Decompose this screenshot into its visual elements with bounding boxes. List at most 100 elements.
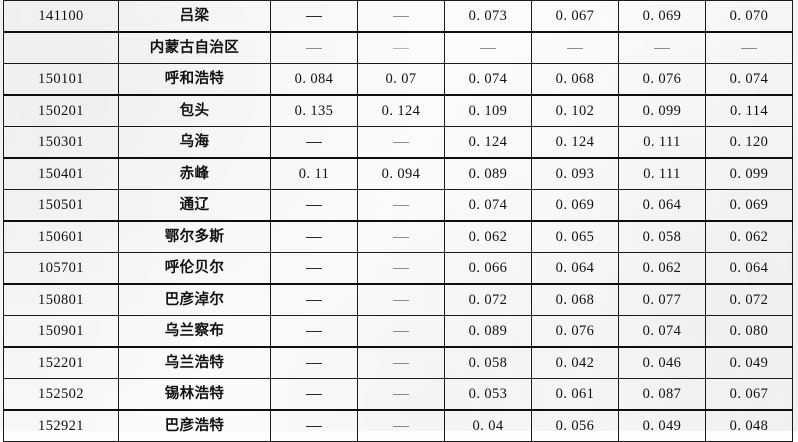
cell-value-empty	[618, 31, 706, 64]
em-dash-glyph	[480, 47, 496, 49]
cell-value: 0. 11	[270, 157, 358, 190]
cell-value: 0. 065	[531, 220, 619, 253]
cell-value-empty	[270, 315, 358, 348]
em-dash-glyph	[306, 393, 322, 395]
cell-value: 0. 135	[270, 94, 358, 127]
cell-value-empty	[705, 31, 793, 64]
cell-value: 0. 094	[357, 157, 445, 190]
cell-value: 0. 089	[444, 157, 532, 190]
cell-region-name: 赤峰	[118, 157, 271, 190]
cell-value-empty	[357, 378, 445, 411]
cell-value-empty	[357, 220, 445, 253]
em-dash-glyph	[393, 393, 409, 395]
cell-value-empty	[357, 315, 445, 348]
cell-value-empty	[357, 189, 445, 222]
table-row: 141100 吕梁 0. 073 0. 067 0. 069 0. 070	[3, 0, 793, 33]
table-row: 150901 乌兰察布 0. 089 0. 076 0. 074 0. 080	[3, 315, 793, 348]
cell-region-code	[3, 31, 119, 64]
cell-region-code: 152502	[3, 378, 119, 411]
cell-value: 0. 068	[531, 283, 619, 316]
cell-region-name: 鄂尔多斯	[118, 220, 271, 253]
cell-value: 0. 058	[618, 220, 706, 253]
cell-value-empty	[357, 409, 445, 442]
cell-value: 0. 058	[444, 346, 532, 379]
em-dash-glyph	[393, 330, 409, 332]
em-dash-glyph	[306, 141, 322, 143]
cell-region-name: 乌兰浩特	[118, 346, 271, 379]
cell-value: 0. 046	[618, 346, 706, 379]
cell-region-code: 150501	[3, 189, 119, 222]
cell-region-code: 150101	[3, 63, 119, 96]
cell-value: 0. 068	[531, 63, 619, 96]
em-dash-glyph	[393, 47, 409, 49]
cell-region-name: 呼和浩特	[118, 63, 271, 96]
cell-value: 0. 073	[444, 0, 532, 33]
cell-value: 0. 067	[705, 378, 793, 411]
table-row: 152502 锡林浩特 0. 053 0. 061 0. 087 0. 067	[3, 378, 793, 411]
cell-value: 0. 049	[705, 346, 793, 379]
cell-value: 0. 074	[618, 315, 706, 348]
cell-value-empty	[270, 220, 358, 253]
cell-value: 0. 062	[705, 220, 793, 253]
table-row: 150801 巴彦淖尔 0. 072 0. 068 0. 077 0. 072	[3, 283, 793, 316]
em-dash-glyph	[306, 330, 322, 332]
table-body: 141100 吕梁 0. 073 0. 067 0. 069 0. 070 内蒙古自治区 15…	[3, 0, 793, 442]
cell-value: 0. 042	[531, 346, 619, 379]
table-row: 152201 乌兰浩特 0. 058 0. 042 0. 046 0. 049	[3, 346, 793, 379]
cell-value-empty	[357, 0, 445, 33]
cell-region-code: 150801	[3, 283, 119, 316]
cell-value: 0. 077	[618, 283, 706, 316]
table-row: 152921 巴彦浩特 0. 04 0. 056 0. 049 0. 048	[3, 409, 793, 442]
cell-value: 0. 111	[618, 157, 706, 190]
table-row: 150601 鄂尔多斯 0. 062 0. 065 0. 058 0. 062	[3, 220, 793, 253]
cell-region-name: 通辽	[118, 189, 271, 222]
table-row: 150501 通辽 0. 074 0. 069 0. 064 0. 069	[3, 189, 793, 222]
cell-value: 0. 124	[531, 126, 619, 159]
cell-region-code: 150201	[3, 94, 119, 127]
em-dash-glyph	[654, 47, 670, 49]
cell-value: 0. 066	[444, 252, 532, 285]
cell-value: 0. 062	[618, 252, 706, 285]
table-row: 150301 乌海 0. 124 0. 124 0. 111 0. 120	[3, 126, 793, 159]
cell-value: 0. 061	[531, 378, 619, 411]
table-row: 150401 赤峰 0. 11 0. 094 0. 089 0. 093 0. 111 0. …	[3, 157, 793, 190]
em-dash-glyph	[741, 47, 757, 49]
cell-value-empty	[531, 31, 619, 64]
cell-value: 0. 056	[531, 409, 619, 442]
cell-value: 0. 120	[705, 126, 793, 159]
cell-value: 0. 074	[705, 63, 793, 96]
cell-value: 0. 069	[618, 0, 706, 33]
cell-value-empty	[444, 31, 532, 64]
cell-value: 0. 04	[444, 409, 532, 442]
em-dash-glyph	[306, 267, 322, 269]
cell-value-empty	[270, 346, 358, 379]
cell-value: 0. 072	[705, 283, 793, 316]
cell-value: 0. 076	[531, 315, 619, 348]
cell-value-empty	[270, 189, 358, 222]
cell-region-name: 巴彦淖尔	[118, 283, 271, 316]
cell-value: 0. 124	[357, 94, 445, 127]
cell-region-name: 乌海	[118, 126, 271, 159]
cell-value-empty	[357, 346, 445, 379]
cell-value-empty	[270, 126, 358, 159]
cell-value: 0. 069	[705, 189, 793, 222]
cell-value: 0. 048	[705, 409, 793, 442]
cell-region-name: 锡林浩特	[118, 378, 271, 411]
cell-region-name: 乌兰察布	[118, 315, 271, 348]
em-dash-glyph	[306, 15, 322, 17]
cell-value: 0. 084	[270, 63, 358, 96]
cell-value-empty	[357, 252, 445, 285]
cell-region-code: 150301	[3, 126, 119, 159]
em-dash-glyph	[393, 204, 409, 206]
cell-value-empty	[357, 126, 445, 159]
em-dash-glyph	[393, 299, 409, 301]
cell-region-code: 141100	[3, 0, 119, 33]
cell-value: 0. 099	[618, 94, 706, 127]
cell-value: 0. 072	[444, 283, 532, 316]
cell-region-name: 吕梁	[118, 0, 271, 33]
em-dash-glyph	[393, 15, 409, 17]
cell-region-name: 巴彦浩特	[118, 409, 271, 442]
cell-value: 0. 074	[444, 189, 532, 222]
cell-value-empty	[357, 283, 445, 316]
